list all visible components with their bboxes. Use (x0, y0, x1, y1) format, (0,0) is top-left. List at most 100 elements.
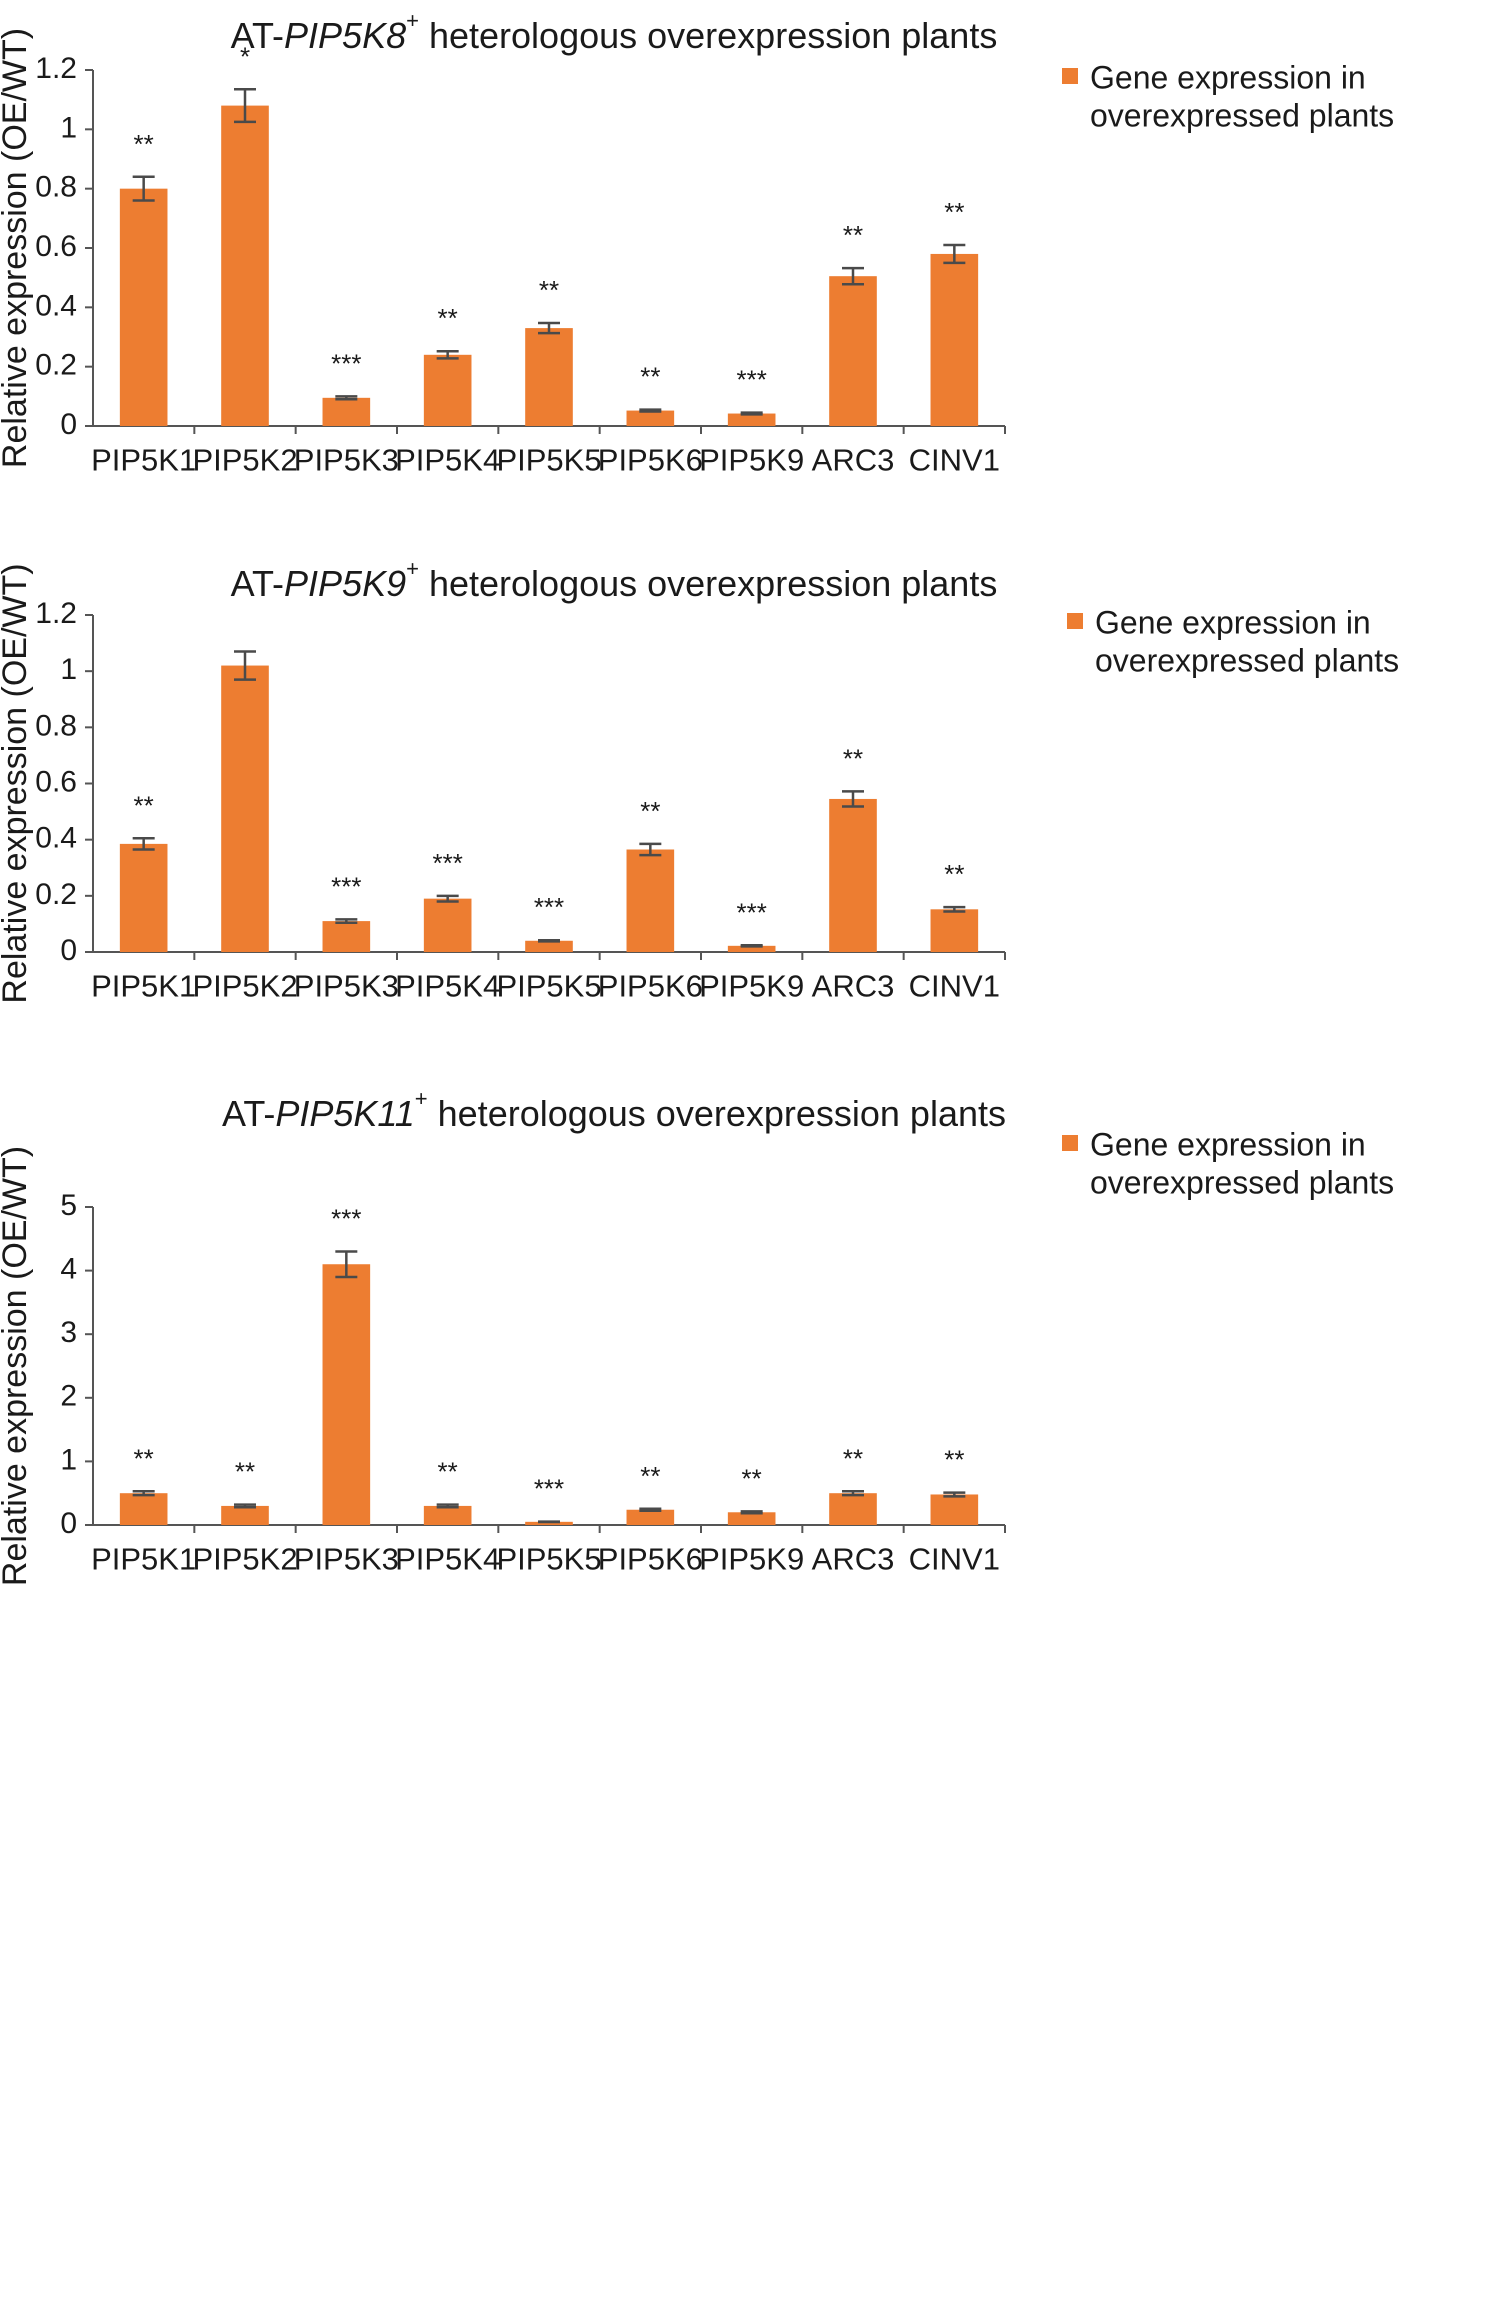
significance-label: ** (944, 859, 964, 889)
bar-cinv1 (930, 909, 979, 952)
significance-label: ** (438, 303, 458, 333)
y-tick-label: 5 (60, 1189, 77, 1222)
x-tick-label: PIP5K6 (598, 1541, 703, 1576)
significance-label: *** (534, 1474, 564, 1504)
chart-title-superscript: + (406, 556, 419, 581)
x-tick-label: PIP5K1 (91, 442, 196, 477)
significance-label: ** (742, 1463, 762, 1493)
bar-pip5k4 (423, 1505, 472, 1525)
y-tick-label: 1 (60, 111, 77, 144)
bar-pip5k9 (727, 945, 776, 952)
x-tick-label: PIP5K2 (192, 1541, 297, 1576)
significance-label: *** (736, 897, 766, 927)
chart-title-prefix: AT- (231, 563, 284, 604)
x-tick-label: PIP5K4 (395, 442, 500, 477)
chart-title-gene: PIP5K9 (284, 563, 406, 604)
x-tick-label: PIP5K3 (294, 1541, 399, 1576)
bar-pip5k5 (525, 328, 573, 426)
chart-panel-3: AT-PIP5K11+ heterologous overexpression … (0, 1086, 1394, 1586)
y-axis-label: Relative expression (OE/WT) (0, 563, 34, 1003)
y-tick-label: 0 (60, 1507, 77, 1540)
x-tick-label: CINV1 (909, 1541, 1000, 1576)
x-tick-label: ARC3 (812, 1541, 895, 1576)
x-tick-label: ARC3 (812, 442, 895, 477)
bar-arc3 (829, 798, 877, 952)
significance-label: *** (331, 871, 361, 901)
bar-pip5k1 (119, 843, 168, 952)
significance-label: ** (843, 1443, 863, 1473)
bar-pip5k2 (221, 665, 269, 952)
significance-label: ** (843, 220, 863, 250)
chart-title-suffix: heterologous overexpression plants (419, 563, 997, 604)
bar-pip5k1 (119, 1493, 168, 1525)
bar-cinv1 (930, 1494, 979, 1525)
significance-label: *** (534, 892, 564, 922)
x-tick-label: PIP5K4 (395, 968, 500, 1003)
chart-title-superscript: + (415, 1086, 428, 1111)
bar-arc3 (829, 276, 877, 426)
chart-title: AT-PIP5K8+ heterologous overexpression p… (231, 8, 998, 56)
bar-arc3 (829, 1493, 877, 1525)
bar-pip5k4 (423, 354, 472, 426)
y-tick-label: 0.4 (35, 289, 77, 322)
significance-label: ** (134, 129, 154, 159)
significance-label: ** (235, 1457, 255, 1487)
y-tick-label: 0.8 (35, 709, 77, 742)
x-tick-label: PIP5K9 (699, 1541, 804, 1576)
y-tick-label: 0.8 (35, 171, 77, 204)
y-tick-label: 0.6 (35, 765, 77, 798)
significance-label: ** (944, 197, 964, 227)
chart-title-superscript: + (406, 8, 419, 33)
legend-label: Gene expression in (1090, 59, 1366, 95)
chart-title-gene: PIP5K8 (284, 15, 406, 56)
y-tick-label: 0 (60, 934, 77, 967)
chart-title: AT-PIP5K9+ heterologous overexpression p… (231, 556, 998, 604)
bar-pip5k3 (322, 921, 371, 952)
y-tick-label: 1 (60, 653, 77, 686)
significance-label: *** (736, 365, 766, 395)
x-tick-label: PIP5K1 (91, 968, 196, 1003)
x-tick-label: PIP5K4 (395, 1541, 500, 1576)
chart-title-gene: PIP5K11 (275, 1093, 414, 1134)
y-tick-label: 0.6 (35, 230, 77, 263)
x-tick-label: PIP5K3 (294, 442, 399, 477)
x-tick-label: PIP5K5 (496, 968, 601, 1003)
y-tick-label: 1 (60, 1443, 77, 1476)
x-tick-label: PIP5K2 (192, 442, 297, 477)
y-tick-label: 0.2 (35, 349, 77, 382)
significance-label: * (240, 41, 250, 71)
x-tick-label: PIP5K3 (294, 968, 399, 1003)
significance-label: *** (331, 1204, 361, 1234)
y-tick-label: 2 (60, 1380, 77, 1413)
legend-label: overexpressed plants (1090, 1164, 1394, 1200)
bar-pip5k6 (626, 410, 675, 426)
y-tick-label: 1.2 (35, 52, 77, 85)
chart-title-suffix: heterologous overexpression plants (419, 15, 997, 56)
x-tick-label: PIP5K9 (699, 968, 804, 1003)
y-tick-label: 3 (60, 1316, 77, 1349)
chart-title: AT-PIP5K11+ heterologous overexpression … (222, 1086, 1006, 1134)
y-tick-label: 4 (60, 1253, 77, 1286)
significance-label: ** (438, 1457, 458, 1487)
y-tick-label: 0.2 (35, 878, 77, 911)
x-tick-label: ARC3 (812, 968, 895, 1003)
significance-label: ** (640, 362, 660, 392)
chart-title-prefix: AT- (222, 1093, 275, 1134)
bar-pip5k2 (221, 105, 269, 426)
bar-pip5k5 (525, 940, 573, 952)
y-tick-label: 0 (60, 408, 77, 441)
bar-pip5k3 (322, 397, 371, 426)
y-axis-label: Relative expression (OE/WT) (0, 1146, 34, 1586)
x-tick-label: CINV1 (909, 442, 1000, 477)
bar-pip5k5 (525, 1521, 573, 1525)
legend-label: overexpressed plants (1090, 97, 1394, 133)
bar-pip5k2 (221, 1505, 269, 1525)
x-tick-label: PIP5K2 (192, 968, 297, 1003)
x-tick-label: CINV1 (909, 968, 1000, 1003)
bar-pip5k9 (727, 1512, 776, 1525)
chart-title-prefix: AT- (231, 15, 284, 56)
bar-pip5k3 (322, 1264, 371, 1525)
legend-label: Gene expression in (1090, 1126, 1366, 1162)
legend-label: overexpressed plants (1095, 642, 1399, 678)
bar-cinv1 (930, 253, 979, 426)
